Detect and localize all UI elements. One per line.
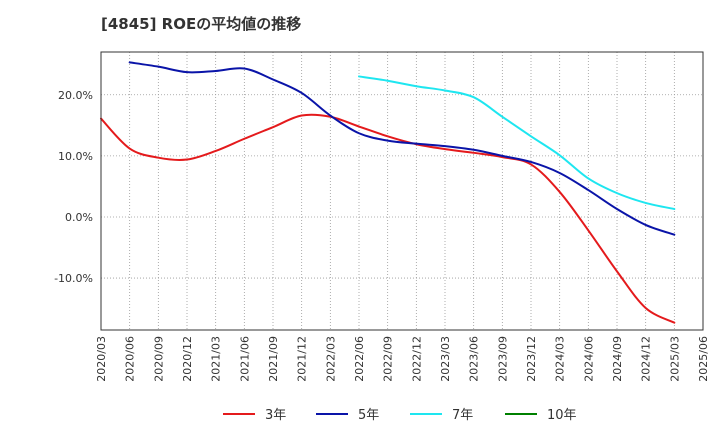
x-tick-label: 2022/12: [410, 336, 423, 382]
x-tick-label: 2023/03: [439, 336, 452, 382]
x-tick-label: 2020/12: [181, 336, 194, 382]
x-tick-label: 2023/12: [525, 336, 538, 382]
legend-label: 5年: [358, 408, 379, 423]
x-tick-label: 2022/06: [353, 336, 366, 382]
x-tick-label: 2024/09: [611, 336, 624, 382]
x-tick-label: 2021/12: [296, 336, 309, 382]
x-tick-label: 2022/09: [382, 336, 395, 382]
x-tick-label: 2025/06: [697, 336, 710, 382]
x-tick-label: 2023/09: [496, 336, 509, 382]
legend-label: 10年: [547, 408, 577, 423]
x-tick-label: 2020/09: [152, 336, 165, 382]
x-tick-label: 2020/06: [124, 336, 137, 382]
legend-label: 7年: [452, 408, 473, 423]
x-tick-label: 2021/06: [238, 336, 251, 382]
legend: 3年 5年 7年 10年: [223, 408, 577, 423]
legend-label: 3年: [265, 408, 286, 423]
y-tick-label: -10.0%: [54, 272, 93, 285]
x-tick-label: 2021/03: [210, 336, 223, 382]
series-line-5年: [128, 61, 676, 236]
x-tick-label: 2022/03: [324, 336, 337, 382]
x-axis-tick-labels: 2020/03 2020/06 2020/09 2020/12 2021/03 2021/…: [95, 336, 710, 382]
x-tick-label: 2024/03: [554, 336, 567, 382]
x-tick-label: 2025/03: [668, 336, 681, 382]
y-axis-tick-labels: -10.0% 0.0% 10.0% 20.0%: [54, 89, 93, 285]
x-tick-label: 2024/12: [640, 336, 653, 382]
x-tick-label: 2021/09: [267, 336, 280, 382]
x-tick-label: 2023/06: [468, 336, 481, 382]
y-tick-label: 10.0%: [58, 150, 93, 163]
x-tick-label: 2024/06: [582, 336, 595, 382]
plot-area-frame: [100, 51, 704, 331]
chart-title: [4845] ROEの平均値の推移: [101, 15, 302, 33]
y-tick-label: 20.0%: [58, 89, 93, 102]
y-tick-label: 0.0%: [65, 211, 93, 224]
series-lines: [100, 61, 676, 324]
series-line-3年: [100, 113, 676, 324]
x-tick-label: 2020/03: [95, 336, 108, 382]
series-line-7年: [358, 75, 676, 211]
